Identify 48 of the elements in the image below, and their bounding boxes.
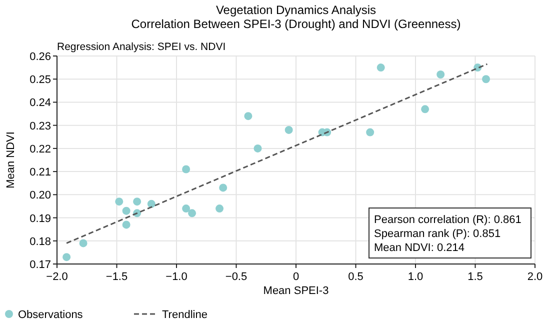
point (216, 204, 224, 213)
y-tick-label: 0.17 (30, 259, 51, 271)
point (376, 64, 385, 72)
x-tick-label: 0.5 (348, 271, 364, 283)
point (219, 184, 228, 192)
y-tick-label: 0.19 (30, 212, 51, 225)
chart-subtitle: Regression Analysis: SPEI vs. NDVI (57, 41, 226, 53)
y-tick-label: 0.25 (30, 74, 51, 86)
x-tick-label: 1.5 (468, 271, 483, 283)
y-tick-label: 0.18 (30, 236, 51, 248)
chart-title: Vegetation Dynamics Analysis Correlation Between SPEI-3 (Drought) and NDVI (Greenness) (131, 3, 461, 31)
legend-label: Observations (18, 309, 84, 321)
y-tick-label: 0.23 (30, 120, 51, 132)
point (133, 198, 142, 206)
y-tick-label: 0.24 (30, 97, 51, 110)
point (284, 126, 293, 134)
x-tick-label: 0 (292, 271, 300, 283)
point (482, 75, 490, 84)
x-tick-label: −1.5 (106, 271, 128, 283)
point (366, 128, 374, 136)
annotation: Mean NDVI: 0.214 (374, 242, 464, 254)
point (421, 105, 430, 114)
point (182, 165, 190, 174)
x-axis-title: Mean SPEI-3 (263, 285, 329, 297)
point (147, 200, 156, 208)
x-tick-label: −1.0 (166, 271, 188, 283)
point (182, 204, 190, 213)
point (62, 253, 71, 262)
y-tick-label: 0.22 (30, 143, 51, 156)
point (79, 239, 88, 248)
y-tick-label: 0.21 (30, 166, 51, 179)
point (188, 209, 196, 218)
point (244, 112, 252, 120)
annotation: Spearman rank (P): 0.851 (374, 228, 501, 240)
x-tick-label: −0.5 (225, 271, 248, 283)
y-tick-label: 0.20 (30, 190, 51, 202)
point (436, 70, 445, 78)
point (115, 198, 124, 206)
y-tick-label: 0.26 (30, 51, 51, 63)
x-tick-label: −2.0 (46, 271, 68, 283)
annotation: Pearson correlation (R): 0.861 (374, 214, 522, 226)
point (254, 144, 262, 152)
x-tick-label: 1.0 (408, 271, 424, 283)
point (122, 220, 130, 229)
y-axis-title: Mean NDVI (5, 132, 17, 188)
legend-label: Trendline (162, 309, 208, 321)
x-tick-label: 2.0 (527, 271, 543, 283)
point (122, 206, 130, 215)
